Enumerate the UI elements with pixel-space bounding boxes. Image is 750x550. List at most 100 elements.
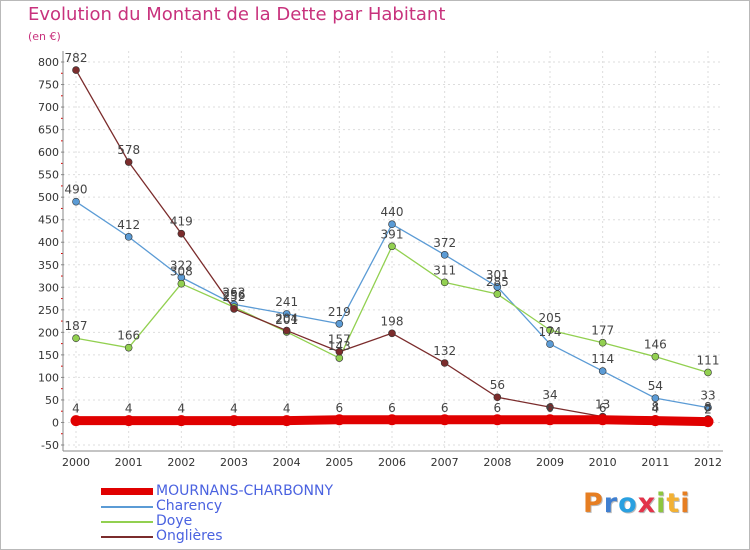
y-tick-label: 100 bbox=[38, 371, 59, 384]
legend-label-charency: Charency bbox=[156, 498, 223, 514]
data-label-doye: 391 bbox=[381, 227, 404, 241]
data-point-mournans bbox=[175, 415, 187, 427]
y-tick-label: 50 bbox=[45, 394, 59, 407]
data-point-mournans bbox=[491, 414, 503, 426]
chart-unit-label: (en €) bbox=[28, 30, 61, 43]
data-point-onglieres bbox=[177, 229, 186, 238]
data-label-doye: 256 bbox=[223, 288, 246, 302]
data-label-onglieres: 132 bbox=[433, 344, 456, 358]
data-label-doye: 111 bbox=[697, 353, 720, 367]
data-point-onglieres bbox=[388, 329, 396, 338]
data-point-mournans bbox=[597, 414, 609, 426]
y-tick-label: 550 bbox=[38, 169, 59, 182]
y-tick-label: 650 bbox=[38, 124, 59, 137]
data-point-onglieres bbox=[72, 66, 80, 74]
x-tick-label: 2006 bbox=[378, 456, 406, 469]
legend-label-mournans: MOURNANS-CHARBONNY bbox=[156, 483, 334, 499]
data-label-charency: 262 bbox=[223, 285, 246, 299]
data-point-charency bbox=[546, 340, 554, 348]
logo-letter: t bbox=[666, 488, 681, 519]
x-tick-label: 2011 bbox=[641, 456, 669, 469]
data-label-charency: 241 bbox=[275, 295, 298, 309]
data-point-charency bbox=[598, 367, 607, 375]
data-label-doye: 177 bbox=[591, 324, 614, 338]
data-label-charency: 322 bbox=[170, 258, 193, 272]
data-label-mournans: 4 bbox=[178, 402, 186, 416]
data-point-charency bbox=[72, 197, 80, 206]
data-label-mournans: 6 bbox=[441, 401, 449, 415]
data-point-doye bbox=[598, 338, 607, 347]
data-label-onglieres: 8 bbox=[652, 400, 660, 414]
x-tick-label: 2004 bbox=[273, 456, 301, 469]
y-tick-label: 800 bbox=[38, 56, 59, 69]
data-label-mournans: 4 bbox=[125, 402, 133, 416]
data-point-mournans bbox=[70, 415, 82, 427]
data-label-onglieres: 578 bbox=[117, 143, 140, 157]
legend-swatch-onglieres bbox=[101, 536, 153, 538]
data-point-doye bbox=[388, 242, 396, 251]
data-point-charency bbox=[440, 251, 449, 259]
logo-letter: i bbox=[656, 488, 667, 519]
data-point-mournans bbox=[228, 415, 240, 427]
data-point-mournans bbox=[544, 414, 556, 426]
data-point-mournans bbox=[439, 414, 451, 426]
logo-letter: x bbox=[637, 488, 657, 519]
y-tick-label: -50 bbox=[41, 439, 59, 452]
data-point-doye bbox=[177, 279, 186, 288]
data-label-charency: 440 bbox=[381, 205, 404, 219]
data-label-doye: 166 bbox=[117, 329, 140, 343]
data-label-onglieres: 34 bbox=[542, 388, 557, 402]
data-label-charency: 219 bbox=[328, 305, 351, 319]
data-label-charency: 174 bbox=[539, 325, 562, 339]
data-point-doye bbox=[124, 343, 133, 352]
y-tick-label: 250 bbox=[38, 304, 59, 317]
x-tick-label: 2000 bbox=[62, 456, 90, 469]
y-tick-label: 700 bbox=[38, 101, 59, 114]
legend-label-onglieres: Onglières bbox=[156, 528, 223, 544]
data-label-mournans: 4 bbox=[652, 402, 660, 416]
proxiti-logo: Proxiti bbox=[583, 488, 691, 519]
data-point-mournans bbox=[333, 414, 345, 426]
data-point-doye bbox=[704, 368, 712, 377]
data-point-onglieres bbox=[440, 359, 449, 367]
data-point-doye bbox=[440, 278, 449, 287]
data-label-charency: 301 bbox=[486, 268, 509, 282]
data-label-onglieres: 252 bbox=[223, 290, 246, 304]
data-point-mournans bbox=[649, 415, 661, 427]
data-label-mournans: 4 bbox=[230, 402, 238, 416]
data-point-doye bbox=[546, 326, 554, 334]
y-tick-label: 200 bbox=[38, 326, 59, 339]
data-label-onglieres: 204 bbox=[275, 312, 298, 326]
x-tick-label: 2012 bbox=[694, 456, 722, 469]
data-point-onglieres bbox=[282, 326, 291, 335]
data-label-mournans: 6 bbox=[388, 401, 396, 415]
data-label-doye: 205 bbox=[539, 311, 562, 325]
y-tick-label: 350 bbox=[38, 259, 59, 272]
data-point-doye bbox=[72, 334, 80, 343]
x-tick-label: 2001 bbox=[115, 456, 143, 469]
data-label-doye: 285 bbox=[486, 275, 509, 289]
chart-title: Evolution du Montant de la Dette par Hab… bbox=[28, 4, 446, 25]
data-label-onglieres: 782 bbox=[65, 51, 88, 65]
data-label-charency: 54 bbox=[648, 379, 663, 393]
logo-letter: i bbox=[680, 488, 691, 519]
x-tick-label: 2005 bbox=[325, 456, 353, 469]
logo-letter: r bbox=[603, 488, 619, 519]
data-label-doye: 143 bbox=[328, 339, 351, 353]
data-label-onglieres: 56 bbox=[490, 378, 505, 392]
data-label-doye: 201 bbox=[275, 313, 298, 327]
data-point-doye bbox=[651, 352, 660, 361]
data-label-charency: 372 bbox=[433, 236, 456, 250]
data-label-charency: 33 bbox=[700, 389, 715, 403]
y-tick-label: 0 bbox=[52, 416, 59, 429]
data-point-onglieres bbox=[493, 393, 502, 402]
data-point-doye bbox=[335, 354, 344, 362]
x-tick-label: 2007 bbox=[431, 456, 459, 469]
legend-label-doye: Doye bbox=[156, 513, 193, 529]
y-tick-label: 500 bbox=[38, 191, 59, 204]
logo-letter: P bbox=[583, 488, 604, 519]
x-tick-label: 2003 bbox=[220, 456, 248, 469]
data-point-onglieres bbox=[124, 158, 133, 166]
data-point-charency bbox=[282, 310, 291, 318]
